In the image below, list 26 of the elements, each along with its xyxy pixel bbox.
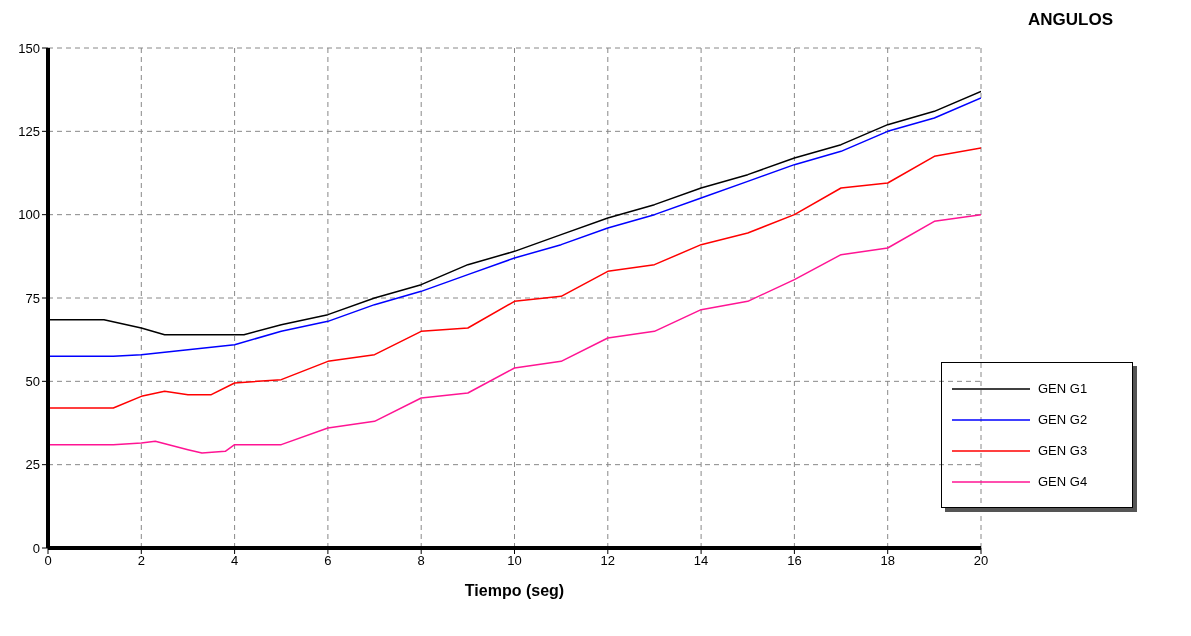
y-tick-label: 100 xyxy=(18,207,40,223)
x-tick-label: 10 xyxy=(507,553,522,569)
x-tick-label: 18 xyxy=(880,553,895,569)
text: ANGULOS xyxy=(1028,10,1113,30)
x-tick-label: 4 xyxy=(230,553,239,569)
x-tick-label: 16 xyxy=(787,553,802,569)
text: GEN G1 xyxy=(1038,381,1088,396)
text: GEN G3 xyxy=(1038,443,1088,458)
x-tick-label: 12 xyxy=(600,553,616,569)
x-tick-label: 6 xyxy=(324,553,332,569)
x-tick-label: 14 xyxy=(693,553,709,569)
x-tick-label: 2 xyxy=(137,553,145,569)
y-tick-label: 0 xyxy=(32,540,40,556)
text: GEN G4 xyxy=(1038,474,1088,489)
y-tick-label: 125 xyxy=(18,123,40,139)
y-tick-label: 75 xyxy=(25,290,40,306)
y-tick-label: 50 xyxy=(25,373,40,389)
x-tick-label: 20 xyxy=(973,553,989,569)
x-tick-label: 0 xyxy=(44,553,52,569)
y-tick-label: 25 xyxy=(25,457,40,473)
x-axis-title: Tiempo (seg) xyxy=(464,582,565,599)
y-tick-label: 150 xyxy=(18,40,40,56)
line-series xyxy=(48,147,981,409)
x-tick-label: 8 xyxy=(417,553,425,569)
text: GEN G2 xyxy=(1038,412,1088,427)
line-series xyxy=(48,213,981,454)
